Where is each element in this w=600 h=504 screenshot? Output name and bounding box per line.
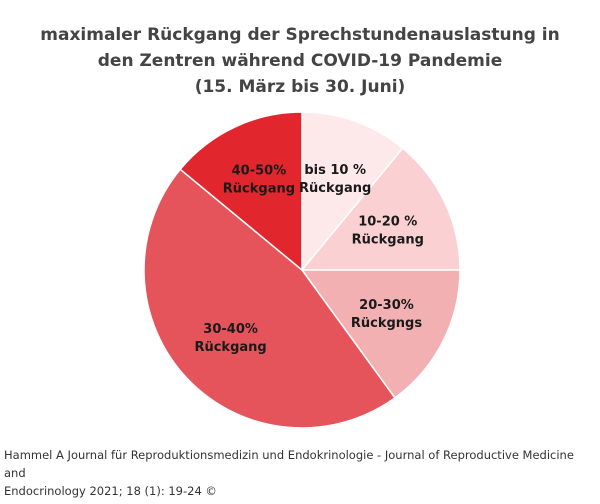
chart-title-line-3: (15. März bis 30. Juni) (194, 77, 406, 97)
pie-slice-label-1: bis 10 % Rückgang (299, 163, 371, 196)
pie-labels: bis 10 % Rückgang 10-20 % Rückgang 20-30% Rüc… (194, 163, 423, 355)
pie-slices (143, 111, 461, 429)
citation-line-1: Hammel A Journal für Reproduktionsmedizi… (4, 448, 574, 480)
pie-slice-label-3-line-1: 20-30% (359, 298, 414, 313)
citation-footer: Hammel A Journal für Reproduktionsmedizi… (4, 446, 596, 500)
pie-slice-label-1-line-2: Rückgang (299, 181, 371, 196)
pie-slice-label-1-line-1: bis 10 % (304, 163, 366, 178)
pie-slice-label-2-line-2: Rückgang (352, 233, 424, 248)
pie-slice-label-4: 30-40% Rückgang (194, 322, 266, 355)
citation-line-2: Endocrinology 2021; 18 (1): 19-24 © (4, 484, 217, 498)
pie-slice-label-5: 40-50% Rückgang (223, 164, 295, 197)
chart-title-line-1: maximaler Rückgang der Sprechstundenausl… (40, 25, 560, 45)
pie-slice-1 (301, 111, 404, 273)
chart-title: maximaler Rückgang der Sprechstundenausl… (0, 22, 600, 100)
pie-slice-label-5-line-2: Rückgang (223, 182, 295, 197)
pie-slice-label-3: 20-30% Rückgngs (351, 298, 422, 331)
pie-slice-4 (143, 168, 396, 429)
pie-slice-label-4-line-1: 30-40% (203, 322, 258, 337)
pie-slice-3 (300, 269, 461, 399)
pie-slice-label-5-line-1: 40-50% (232, 164, 287, 179)
pie-slice-2 (300, 147, 461, 271)
chart-title-line-2: den Zentren während COVID-19 Pandemie (97, 51, 503, 71)
pie-slice-label-2-line-1: 10-20 % (358, 215, 417, 230)
pie-slice-label-4-line-2: Rückgang (194, 340, 266, 355)
pie-chart: bis 10 % Rückgang 10-20 % Rückgang 20-30% Rüc… (143, 111, 461, 429)
pie-slice-label-3-line-2: Rückgngs (351, 316, 422, 331)
pie-slice-5 (179, 111, 303, 272)
pie-slice-label-2: 10-20 % Rückgang (352, 215, 424, 248)
